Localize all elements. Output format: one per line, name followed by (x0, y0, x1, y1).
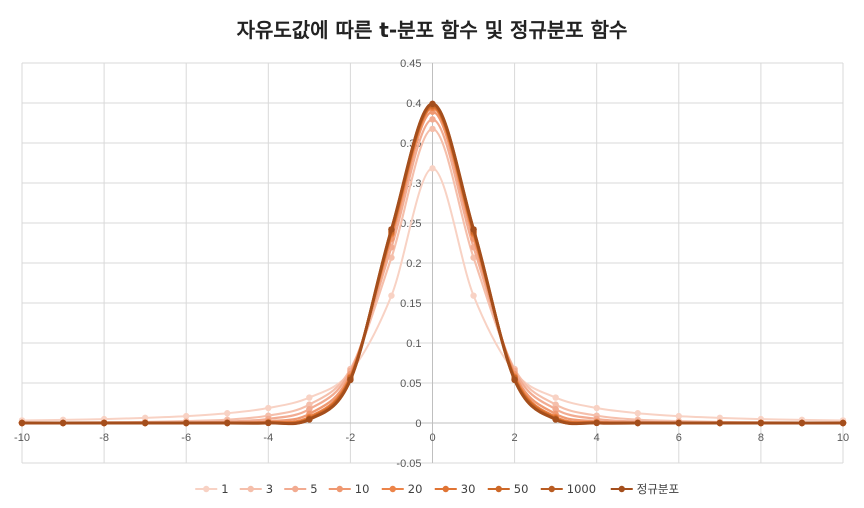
y-tick-label: 0.15 (400, 298, 421, 310)
legend-item-정규분포: 정규분포 (610, 482, 679, 496)
data-point (100, 419, 108, 427)
series-정규분포 (18, 100, 847, 427)
legend-item-50: 50 (487, 482, 529, 496)
data-point (183, 412, 190, 420)
legend-swatch-marker (548, 485, 555, 493)
x-tick-label: -2 (346, 432, 356, 444)
data-point (306, 405, 313, 413)
legend-swatch-marker (389, 485, 396, 493)
x-tick-label: 10 (837, 432, 849, 444)
data-point (634, 419, 641, 427)
data-point (675, 419, 682, 427)
data-point (429, 116, 436, 123)
y-tick-label: -0.05 (396, 458, 421, 470)
x-tick-label: -4 (263, 432, 273, 444)
legend-swatch-marker (495, 485, 502, 493)
legend-label: 3 (266, 482, 273, 496)
data-point (552, 405, 559, 413)
legend-swatch-marker (618, 485, 625, 493)
x-tick-label: -6 (181, 432, 191, 444)
data-point (675, 412, 682, 420)
data-point (306, 416, 313, 423)
data-point (141, 419, 149, 427)
legend-item-30: 30 (434, 482, 476, 496)
data-point (388, 254, 395, 261)
data-point (798, 419, 806, 427)
legend-label: 20 (408, 482, 423, 496)
data-point (183, 419, 190, 427)
data-point (306, 401, 313, 408)
data-point (18, 419, 26, 427)
legend-item-20: 20 (381, 482, 423, 496)
legend-swatch-marker (442, 485, 449, 493)
legend-label: 1 (221, 482, 228, 496)
legend-item-1: 1 (195, 482, 229, 496)
x-tick-label: 6 (676, 432, 682, 444)
legend: 1 3 5 10 20 30 50 1000 정규분포 (195, 482, 679, 496)
data-point (429, 100, 436, 108)
data-point (470, 226, 477, 233)
data-point (388, 292, 395, 299)
legend-item-10: 10 (328, 482, 370, 496)
data-point (757, 419, 765, 427)
legend-swatch-marker (292, 485, 299, 493)
y-tick-label: 0.2 (406, 258, 421, 270)
data-point (429, 125, 436, 133)
data-point (388, 226, 395, 233)
legend-item-1000: 1000 (540, 482, 596, 496)
chart-title: 자유도값에 따른 t-분포 함수 및 정규분포 함수 (236, 18, 628, 42)
y-tick-label: 0 (415, 418, 421, 430)
data-point (265, 419, 272, 427)
legend-swatch-marker (247, 485, 254, 493)
legend-item-3: 3 (239, 482, 273, 496)
x-tick-label: 2 (512, 432, 518, 444)
x-tick-label: -8 (99, 432, 109, 444)
legend-label: 정규분포 (637, 482, 679, 496)
series-layer (18, 100, 847, 427)
data-point (716, 419, 724, 427)
legend-label: 50 (514, 482, 529, 496)
y-tick-label: 0.45 (400, 58, 421, 70)
data-point (552, 401, 559, 408)
data-point (470, 254, 477, 261)
y-tick-label: 0.1 (406, 338, 421, 350)
x-tick-label: 0 (429, 432, 435, 444)
data-point (59, 419, 67, 427)
x-tick-label: 4 (594, 432, 600, 444)
legend-label: 5 (310, 482, 317, 496)
data-point (552, 416, 559, 423)
data-point (347, 376, 354, 383)
x-tick-label: -10 (14, 432, 30, 444)
x-tick-label: 8 (758, 432, 764, 444)
data-point (593, 404, 600, 412)
data-point (511, 376, 518, 383)
legend-label: 10 (355, 482, 370, 496)
data-point (470, 292, 477, 299)
data-point (593, 419, 600, 427)
y-tick-label: 0.05 (400, 378, 421, 390)
y-tick-label: 0.4 (406, 98, 421, 110)
data-point (224, 419, 231, 427)
data-point (306, 394, 313, 401)
legend-label: 1000 (567, 482, 596, 496)
data-point (265, 404, 272, 412)
data-point (634, 410, 641, 417)
legend-label: 30 (461, 482, 476, 496)
legend-item-5: 5 (284, 482, 318, 496)
data-point (839, 419, 847, 427)
data-point (224, 410, 231, 417)
legend-swatch-marker (203, 485, 210, 493)
legend-swatch-marker (336, 485, 343, 493)
data-point (429, 165, 436, 172)
data-point (552, 394, 559, 401)
